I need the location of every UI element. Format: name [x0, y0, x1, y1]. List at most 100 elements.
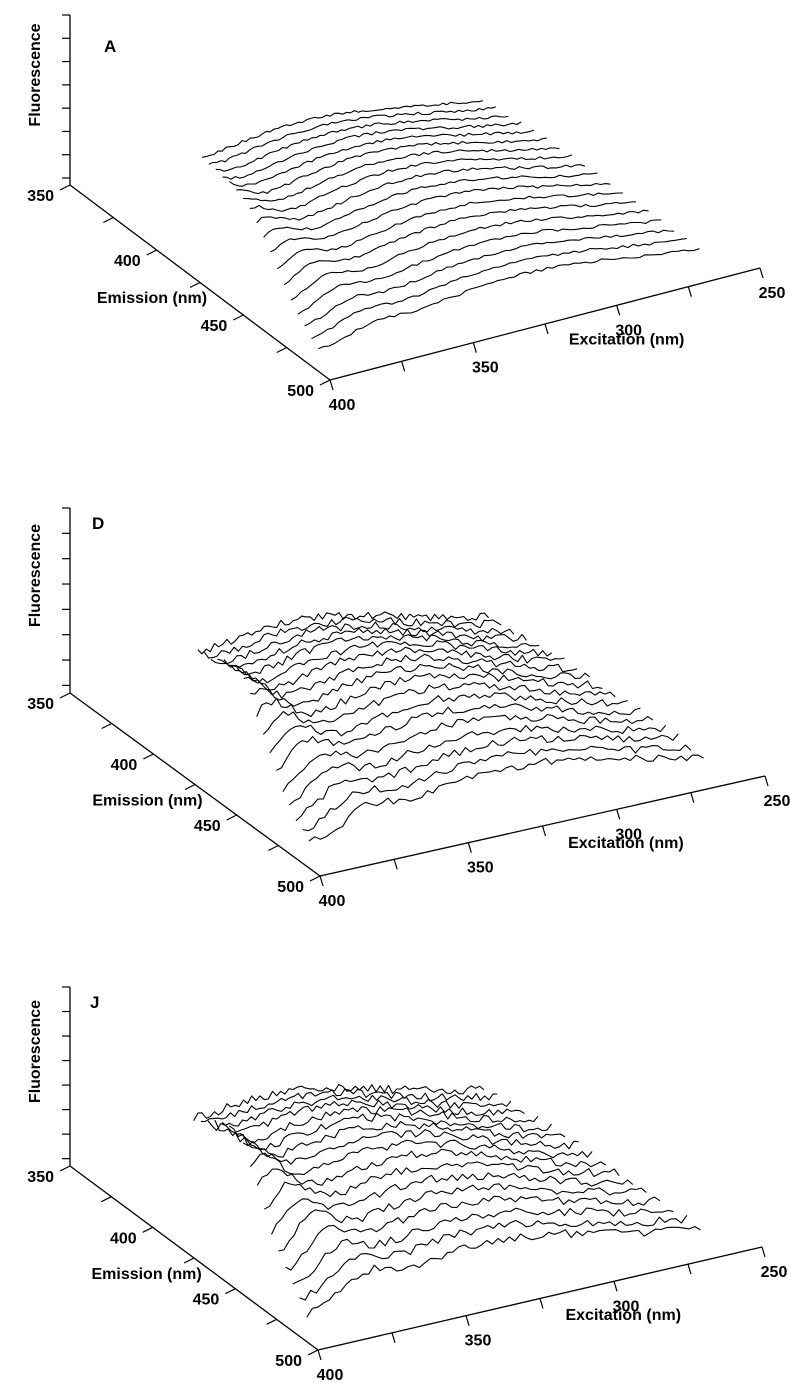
- emission-tick: [319, 379, 331, 386]
- excitation-tick-label: 250: [759, 285, 786, 302]
- emission-trace: [318, 248, 700, 350]
- excitation-tick: [467, 842, 472, 853]
- emission-tick-label: 400: [114, 253, 141, 270]
- emission-tick-label: 350: [27, 188, 54, 205]
- emission-tick: [146, 249, 157, 256]
- excitation-tick: [761, 1246, 766, 1258]
- emission-trace: [215, 115, 509, 172]
- emission-trace: [283, 201, 636, 286]
- emission-tick: [101, 722, 112, 730]
- emission-tick-label: 450: [201, 318, 228, 335]
- emission-trace: [193, 1083, 485, 1122]
- excitation-tick-label: 300: [615, 826, 642, 843]
- emission-trace: [249, 154, 573, 212]
- emission-trace: [271, 1172, 634, 1235]
- emission-trace: [236, 646, 565, 691]
- emission-trace: [229, 129, 535, 187]
- emission-tick-label: 350: [27, 696, 54, 713]
- emission-trace: [270, 182, 611, 253]
- excitation-tick: [616, 809, 621, 820]
- emission-tick: [189, 281, 201, 289]
- emission-trace: [207, 1094, 512, 1131]
- excitation-axis-title: Excitation (nm): [569, 332, 685, 349]
- excitation-tick: [393, 859, 398, 870]
- excitation-tick: [391, 1332, 396, 1344]
- emission-trace: [221, 1106, 539, 1144]
- excitation-tick: [687, 1263, 692, 1275]
- fluorescence-axis-title: Fluorescence: [27, 23, 44, 126]
- emission-trace: [278, 1183, 647, 1252]
- emission-tick-label: 400: [111, 757, 138, 774]
- emission-tick: [143, 753, 154, 760]
- emission-trace: [228, 1112, 552, 1151]
- emission-tick: [268, 844, 279, 852]
- emission-trace: [249, 1139, 593, 1176]
- emission-trace: [297, 219, 662, 315]
- emission-trace: [308, 754, 704, 842]
- excitation-axis-title: Excitation (nm): [565, 1307, 681, 1324]
- excitation-tick-label: 400: [329, 397, 356, 414]
- emission-tick: [142, 1226, 153, 1233]
- emission-tick: [184, 783, 196, 791]
- emission-tick: [183, 1257, 195, 1264]
- excitation-tick: [541, 825, 547, 837]
- excitation-tick-label: 300: [615, 322, 642, 339]
- emission-tick-label: 450: [194, 818, 221, 835]
- emission-tick: [103, 216, 114, 224]
- excitation-tick: [465, 1315, 470, 1326]
- emission-trace: [302, 744, 692, 832]
- emission-trace: [222, 121, 522, 180]
- panel-j: Fluorescence J 350 400 450 500 Emission (nm) 40…: [0, 922, 790, 1383]
- emission-tick: [226, 814, 237, 821]
- panel-d: Fluorescence D 350 400 450 500 Emission (nm) 40…: [0, 461, 790, 922]
- excitation-tick: [317, 1349, 322, 1361]
- emission-axis-title: Emission (nm): [91, 1266, 201, 1283]
- emission-trace: [256, 164, 586, 224]
- excitation-tick-label: 400: [319, 893, 346, 910]
- excitation-tick-label: 300: [613, 1298, 640, 1315]
- emission-tick: [59, 184, 71, 191]
- emission-trace: [242, 1129, 579, 1165]
- excitation-tick: [616, 305, 621, 316]
- fluorescence-axis-title: Fluorescence: [27, 1000, 44, 1103]
- emission-trace: [201, 100, 484, 158]
- emission-trace: [243, 653, 578, 699]
- excitation-tick-label: 250: [764, 793, 790, 810]
- emission-trace: [311, 237, 687, 340]
- emission-trace: [223, 634, 540, 676]
- excitation-tick: [329, 379, 334, 391]
- excitation-tick-label: 250: [761, 1264, 788, 1281]
- emission-trace: [263, 172, 598, 238]
- emission-trace: [203, 616, 502, 659]
- emission-tick: [59, 1165, 71, 1172]
- emission-trace: [304, 229, 675, 327]
- excitation-tick: [544, 323, 549, 335]
- emission-trace: [208, 106, 496, 165]
- emission-tick-label: 450: [193, 1292, 220, 1309]
- emission-trace: [236, 1120, 566, 1158]
- emission-trace: [262, 681, 616, 735]
- emission-trace: [299, 1214, 688, 1301]
- excitation-tick: [613, 1281, 618, 1292]
- emission-tick-label: 500: [277, 879, 304, 896]
- surface-plot-a: Fluorescence A 350 400 450 500 Emission (nm) 40…: [27, 14, 786, 414]
- emission-trace: [292, 1207, 674, 1285]
- excitation-tick: [687, 286, 692, 297]
- emission-tick-label: 350: [27, 1169, 54, 1186]
- emission-tick: [59, 692, 71, 699]
- emission-trace: [290, 209, 649, 301]
- emission-trace: [197, 611, 490, 655]
- emission-tick: [276, 346, 287, 354]
- emission-trace: [236, 137, 547, 195]
- emission-trace: [243, 147, 560, 202]
- excitation-tick-label: 350: [465, 1333, 492, 1350]
- excitation-axis-title: Excitation (nm): [568, 835, 684, 852]
- emission-trace: [269, 692, 628, 754]
- fluorescence-axis-title: Fluorescence: [27, 524, 44, 627]
- emission-tick-label: 500: [275, 1353, 302, 1370]
- excitation-tick: [319, 875, 324, 887]
- emission-tick: [233, 314, 244, 321]
- excitation-tick: [764, 775, 769, 787]
- surface-plot-j: Fluorescence J 350 400 450 500 Emission (nm) 40…: [27, 986, 788, 1383]
- excitation-tick: [759, 267, 764, 279]
